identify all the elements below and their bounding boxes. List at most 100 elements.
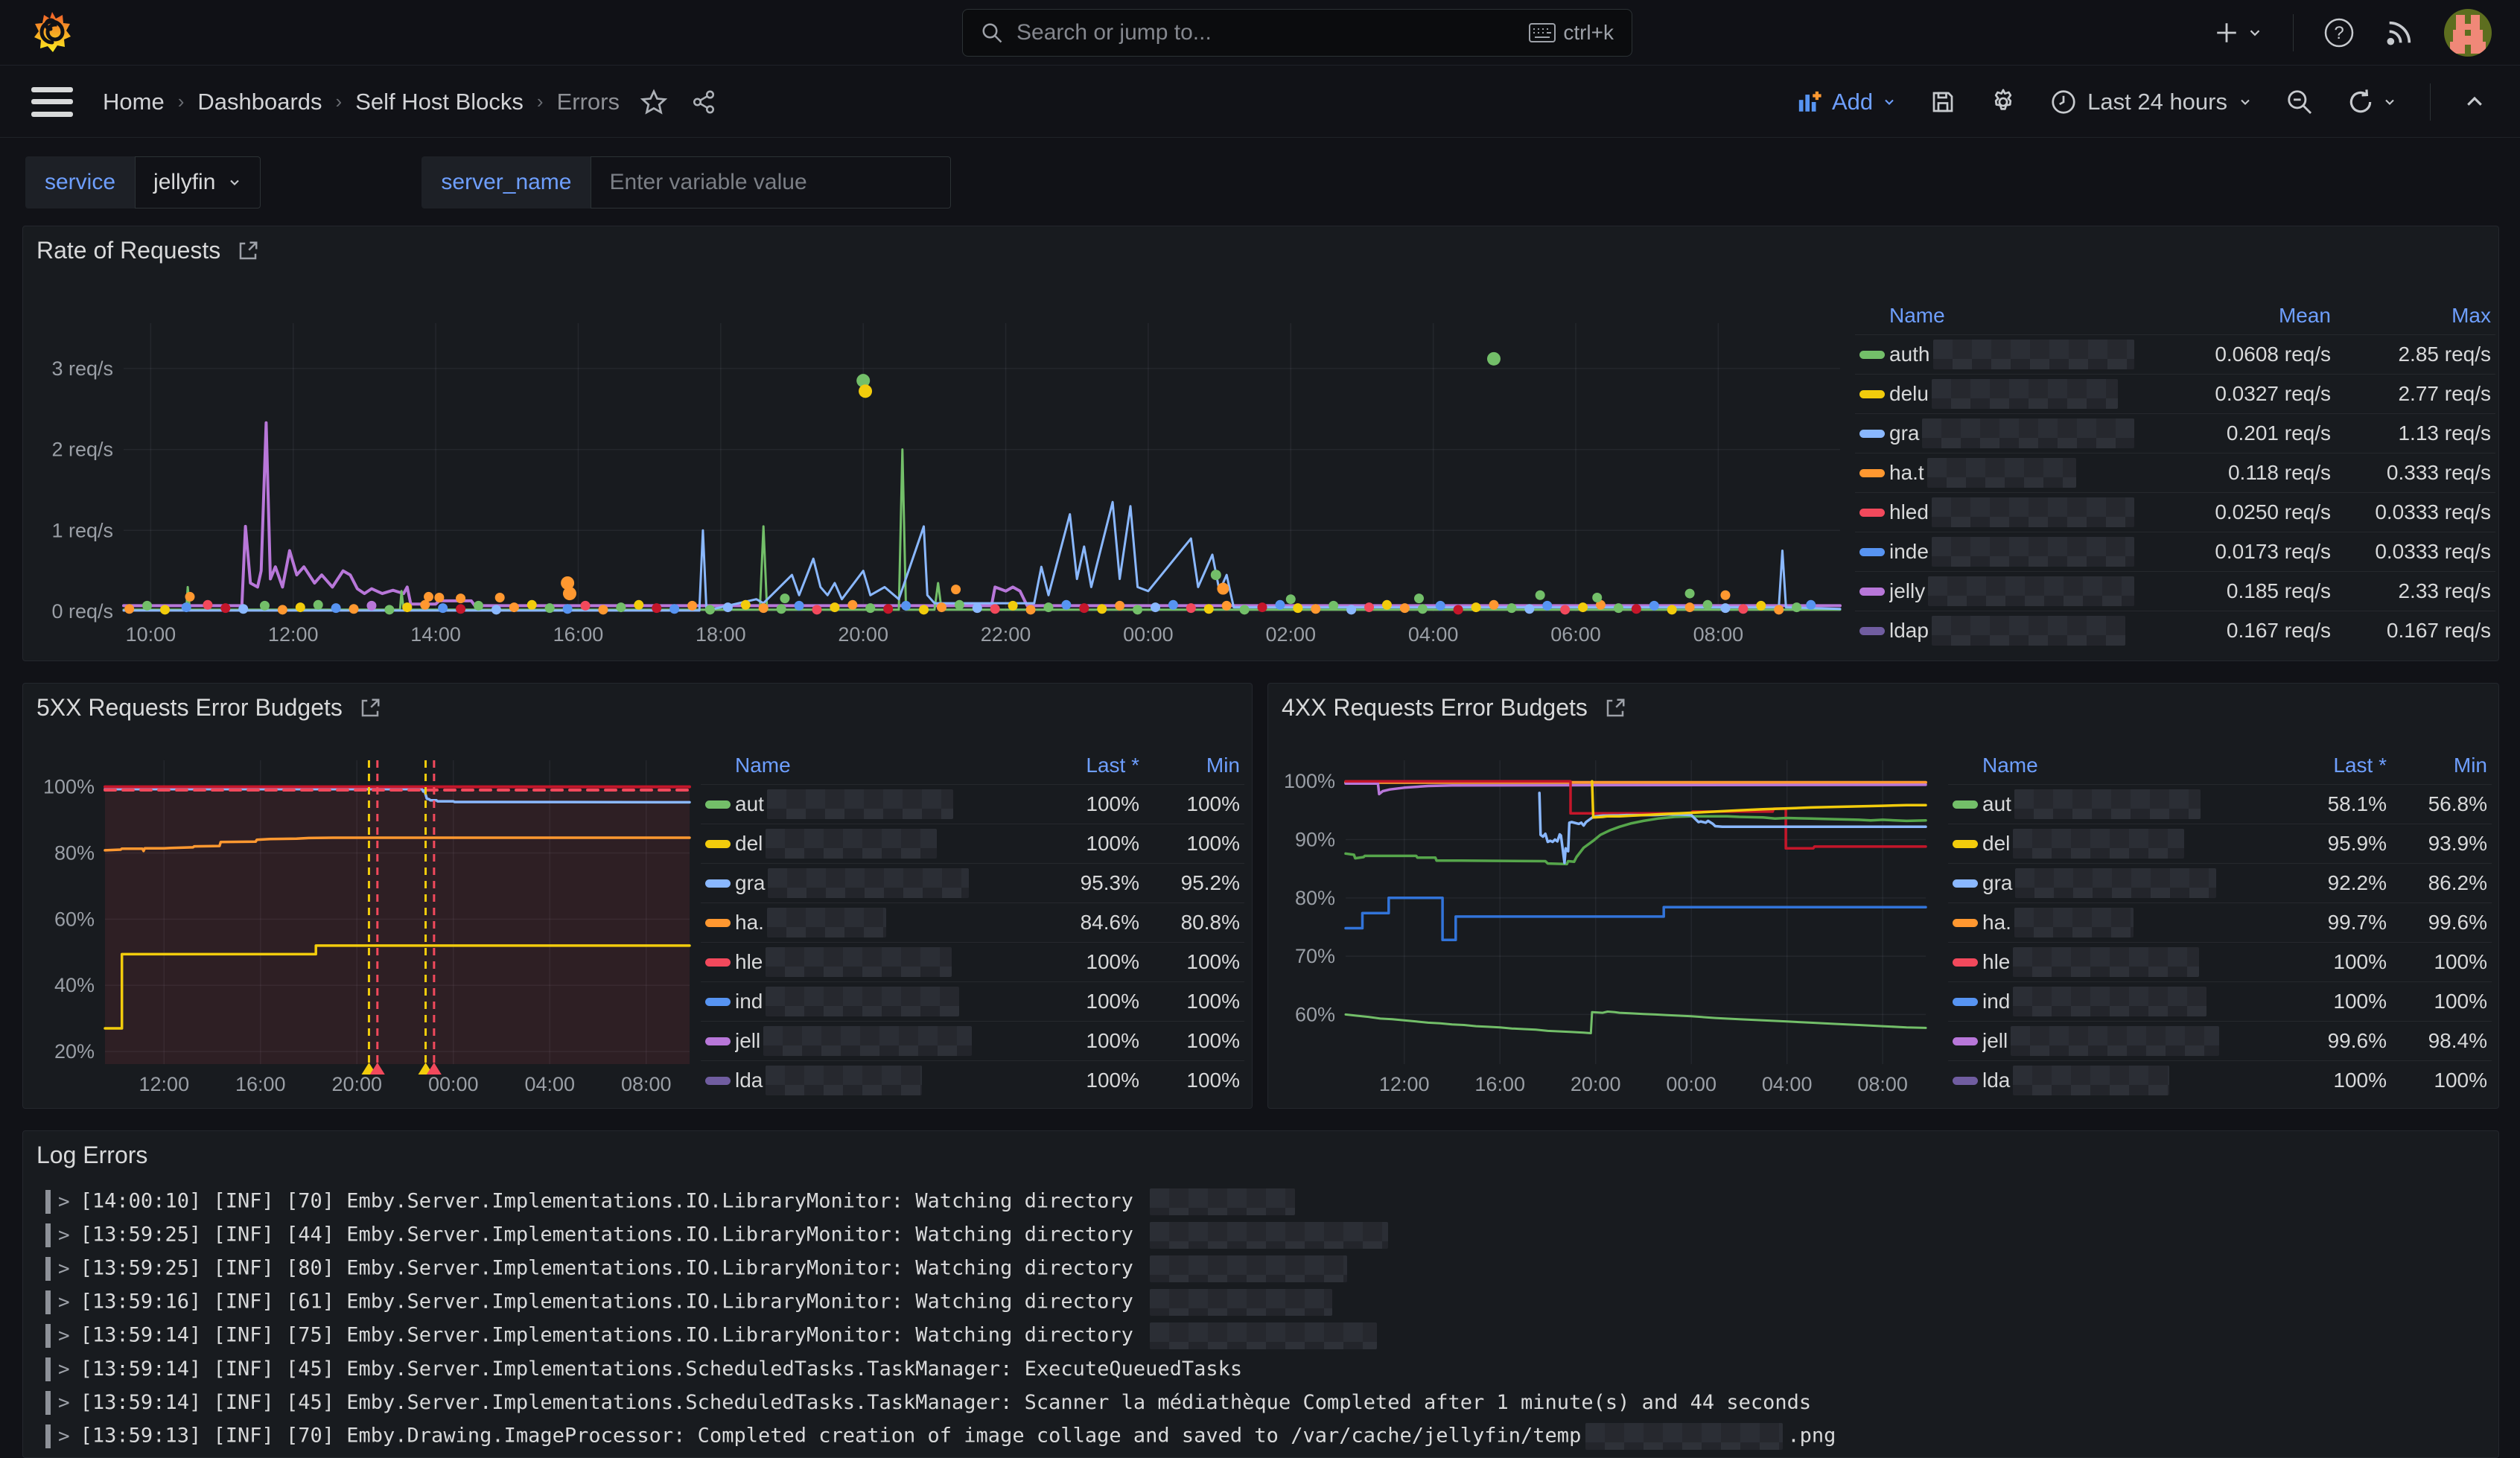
- panel-title-rate[interactable]: Rate of Requests: [36, 237, 259, 264]
- log-expand-icon[interactable]: >: [58, 1357, 70, 1381]
- panel-title-logs[interactable]: Log Errors: [36, 1142, 148, 1168]
- series-color-pill[interactable]: [1859, 468, 1885, 477]
- variable-service-value[interactable]: jellyfin: [135, 156, 261, 208]
- legend-col-1[interactable]: Last *: [1086, 754, 1139, 777]
- series-color-pill[interactable]: [705, 839, 731, 848]
- series-name[interactable]: gra: [1889, 418, 2134, 448]
- series-color-pill[interactable]: [1859, 350, 1885, 359]
- star-icon[interactable]: [640, 89, 667, 115]
- log-expand-icon[interactable]: >: [58, 1290, 70, 1314]
- external-link-icon[interactable]: [237, 240, 259, 262]
- series-name[interactable]: aut: [735, 789, 1032, 819]
- log-expand-icon[interactable]: >: [58, 1391, 70, 1414]
- log-row[interactable]: > [14:00:10] [INF] [70] Emby.Server.Imple…: [23, 1185, 2500, 1218]
- legend-col-name[interactable]: Name: [1982, 754, 2038, 777]
- log-row[interactable]: > [13:59:14] [INF] [45] Emby.Server.Imple…: [23, 1386, 2500, 1419]
- panel-title-5xx[interactable]: 5XX Requests Error Budgets: [36, 694, 381, 722]
- collapse-toolbar-button[interactable]: [2463, 91, 2486, 113]
- new-button[interactable]: [2214, 20, 2263, 45]
- series-color-pill[interactable]: [1953, 958, 1978, 967]
- avatar[interactable]: [2444, 8, 2492, 57]
- external-link-icon[interactable]: [359, 697, 381, 719]
- series-name[interactable]: inde: [1889, 537, 2134, 567]
- menu-toggle[interactable]: [31, 86, 73, 117]
- series-name[interactable]: ldap: [1889, 616, 2134, 646]
- series-name[interactable]: ind: [735, 987, 1032, 1016]
- series-name[interactable]: gra: [1982, 868, 2279, 898]
- grafana-logo[interactable]: [33, 11, 71, 54]
- series-color-pill[interactable]: [1953, 879, 1978, 888]
- series-name[interactable]: aut: [1982, 789, 2279, 819]
- legend-col-name[interactable]: Name: [1889, 304, 1945, 327]
- add-button[interactable]: Add: [1796, 89, 1897, 115]
- series-name[interactable]: jell: [1982, 1026, 2279, 1056]
- legend-col-2[interactable]: Max: [2451, 304, 2491, 327]
- legend-col-2[interactable]: Min: [2453, 754, 2487, 777]
- series-color-pill[interactable]: [1859, 547, 1885, 556]
- series-color-pill[interactable]: [1953, 918, 1978, 927]
- log-expand-icon[interactable]: >: [58, 1257, 70, 1280]
- series-name[interactable]: lda: [735, 1066, 1032, 1095]
- legend-col-1[interactable]: Last *: [2333, 754, 2387, 777]
- breadcrumb-folder[interactable]: Self Host Blocks: [355, 88, 524, 115]
- series-color-pill[interactable]: [705, 1076, 731, 1085]
- log-row[interactable]: > [13:59:14] [INF] [75] Emby.Server.Imple…: [23, 1319, 2500, 1352]
- log-expand-icon[interactable]: >: [58, 1424, 70, 1448]
- legend-col-2[interactable]: Min: [1206, 754, 1240, 777]
- series-name[interactable]: auth: [1889, 340, 2134, 369]
- series-color-pill[interactable]: [1859, 508, 1885, 517]
- help-button[interactable]: ?: [2323, 17, 2355, 48]
- series-color-pill[interactable]: [1859, 626, 1885, 635]
- series-name[interactable]: delu: [1889, 379, 2134, 409]
- series-color-pill[interactable]: [1953, 1076, 1978, 1085]
- search-input[interactable]: Search or jump to... ctrl+k: [962, 9, 1632, 57]
- series-color-pill[interactable]: [705, 800, 731, 809]
- series-name[interactable]: ind: [1982, 987, 2279, 1016]
- news-button[interactable]: [2384, 18, 2414, 48]
- series-color-pill[interactable]: [705, 1037, 731, 1045]
- share-icon[interactable]: [691, 89, 716, 115]
- external-link-icon[interactable]: [1604, 697, 1626, 719]
- series-name[interactable]: hle: [735, 947, 1032, 977]
- legend-col-name[interactable]: Name: [735, 754, 791, 777]
- 5xx-error-budgets-chart[interactable]: 12:00 16:00 20:00 00:00 04:00 08:00 100% 80% 60%…: [23, 747, 708, 1110]
- log-row[interactable]: > [13:59:25] [INF] [44] Emby.Server.Imple…: [23, 1218, 2500, 1252]
- series-color-pill[interactable]: [705, 958, 731, 967]
- 4xx-error-budgets-chart[interactable]: 12:00 16:00 20:00 00:00 04:00 08:00 100% 90% 80%…: [1268, 747, 1946, 1110]
- time-range-picker[interactable]: Last 24 hours: [2050, 89, 2253, 115]
- series-color-pill[interactable]: [1953, 800, 1978, 809]
- breadcrumb-home[interactable]: Home: [103, 88, 165, 115]
- series-color-pill[interactable]: [705, 997, 731, 1006]
- series-name[interactable]: del: [1982, 829, 2279, 859]
- series-color-pill[interactable]: [1859, 587, 1885, 596]
- series-color-pill[interactable]: [1953, 997, 1978, 1006]
- rate-of-requests-chart[interactable]: 10:00 12:00 14:00 16:00 18:00 20:00 22:00 00:00…: [23, 297, 1862, 658]
- series-color-pill[interactable]: [705, 918, 731, 927]
- log-expand-icon[interactable]: >: [58, 1324, 70, 1347]
- series-name[interactable]: ha.: [1982, 908, 2279, 937]
- series-color-pill[interactable]: [1859, 389, 1885, 398]
- log-row[interactable]: > [13:59:14] [INF] [45] Emby.Server.Imple…: [23, 1352, 2500, 1386]
- series-name[interactable]: hled: [1889, 497, 2134, 527]
- series-color-pill[interactable]: [1859, 429, 1885, 438]
- variable-server-name-input[interactable]: Enter variable value: [591, 156, 952, 208]
- series-color-pill[interactable]: [1953, 1037, 1978, 1045]
- series-name[interactable]: ha.: [735, 908, 1032, 937]
- log-expand-icon[interactable]: >: [58, 1190, 70, 1213]
- series-name[interactable]: gra: [735, 868, 1032, 898]
- log-row[interactable]: > [13:59:16] [INF] [61] Emby.Server.Imple…: [23, 1285, 2500, 1319]
- series-name[interactable]: jell: [735, 1026, 1032, 1056]
- series-name[interactable]: del: [735, 829, 1032, 859]
- series-name[interactable]: jelly: [1889, 576, 2134, 606]
- series-name[interactable]: hle: [1982, 947, 2279, 977]
- dashboard-settings-button[interactable]: [1989, 88, 2017, 116]
- zoom-out-button[interactable]: [2285, 88, 2314, 116]
- breadcrumb-dashboards[interactable]: Dashboards: [197, 88, 322, 115]
- legend-col-1[interactable]: Mean: [2278, 304, 2331, 327]
- log-row[interactable]: > [13:59:13] [INF] [70] Emby.Drawing.Imag…: [23, 1419, 2500, 1453]
- log-expand-icon[interactable]: >: [58, 1223, 70, 1247]
- series-color-pill[interactable]: [705, 879, 731, 888]
- refresh-button[interactable]: [2346, 88, 2397, 116]
- save-dashboard-button[interactable]: [1929, 89, 1956, 115]
- log-row[interactable]: > [13:59:25] [INF] [80] Emby.Server.Imple…: [23, 1252, 2500, 1285]
